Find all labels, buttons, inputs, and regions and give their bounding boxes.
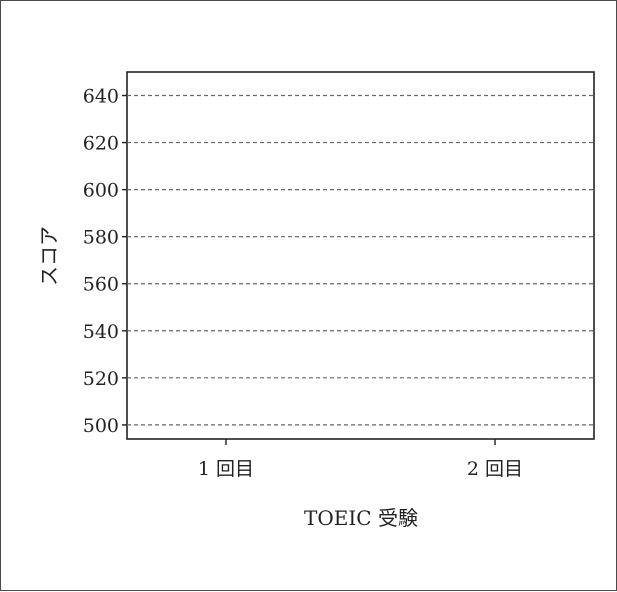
plot-area xyxy=(126,71,595,440)
y-axis-ticks: 500 520 540 560 580 600 620 640 xyxy=(83,86,127,437)
y-tick-label: 520 xyxy=(83,368,119,390)
y-tick-label: 620 xyxy=(83,133,119,155)
x-tick-label: 2 回目 xyxy=(467,458,523,480)
y-tick-label: 500 xyxy=(83,415,119,437)
x-axis-ticks: 1 回目 2 回目 xyxy=(198,439,523,480)
y-tick-label: 640 xyxy=(83,86,119,108)
y-tick-label: 580 xyxy=(83,227,119,249)
x-tick-label: 1 回目 xyxy=(198,458,254,480)
gridlines xyxy=(127,94,594,426)
y-tick-label: 600 xyxy=(83,180,119,202)
y-tick-label: 560 xyxy=(83,274,119,296)
y-axis-label: スコア xyxy=(37,226,61,286)
y-tick-label: 540 xyxy=(83,321,119,343)
x-axis-label: TOEIC 受験 xyxy=(304,506,418,530)
